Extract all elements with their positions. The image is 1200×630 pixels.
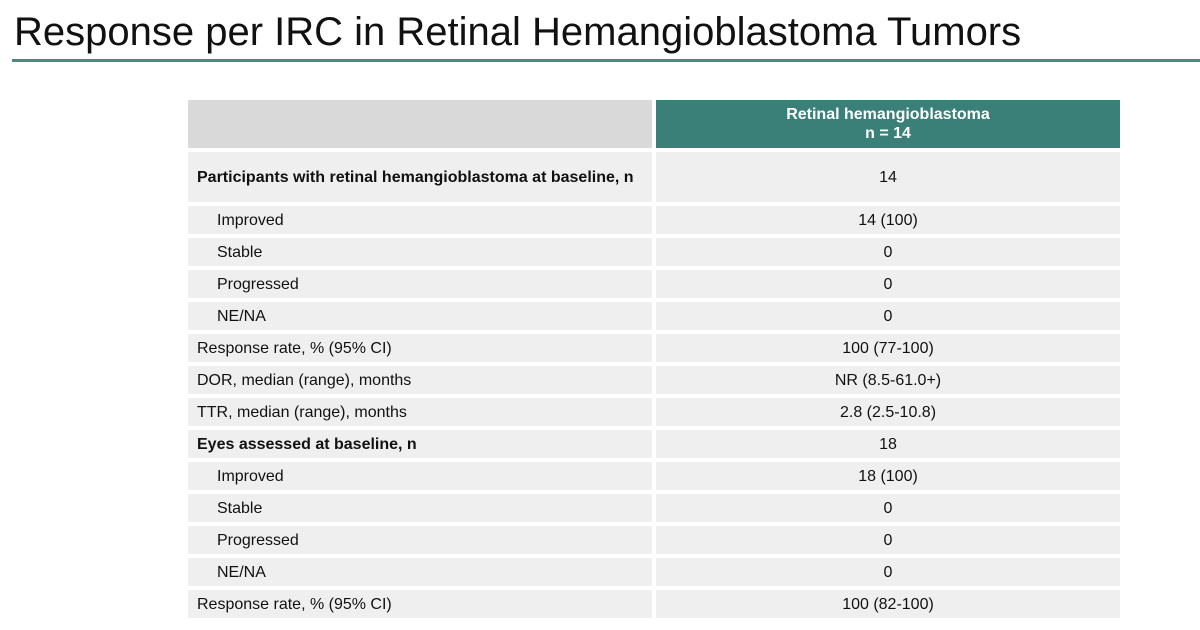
row-label: Improved — [188, 206, 652, 234]
results-table: Retinal hemangioblastoma n = 14 Participa… — [184, 96, 1124, 622]
row-value: 18 — [656, 430, 1120, 458]
row-label: Response rate, % (95% CI) — [188, 334, 652, 362]
row-label: DOR, median (range), months — [188, 366, 652, 394]
header-line: Retinal hemangioblastoma — [786, 106, 990, 123]
slide-title: Response per IRC in Retinal Hemangioblas… — [14, 10, 1022, 54]
title-rule — [12, 59, 1200, 62]
row-value: 0 — [656, 302, 1120, 330]
row-value: 14 — [656, 152, 1120, 202]
row-value: 0 — [656, 270, 1120, 298]
row: Participants with retinal hemangioblasto… — [188, 152, 1120, 202]
header-cell: Retinal hemangioblastoma n = 14 — [656, 100, 1120, 148]
row: Eyes assessed at baseline, n 18 — [188, 430, 1120, 458]
row: Stable 0 — [188, 494, 1120, 522]
row-label: Response rate, % (95% CI) — [188, 590, 652, 618]
row: Stable 0 — [188, 238, 1120, 266]
row-label: Stable — [188, 238, 652, 266]
row: Improved 18 (100) — [188, 462, 1120, 490]
row-value: NR (8.5-61.0+) — [656, 366, 1120, 394]
row: Progressed 0 — [188, 526, 1120, 554]
row-label: Eyes assessed at baseline, n — [188, 430, 652, 458]
row-value: 0 — [656, 238, 1120, 266]
row-label: NE/NA — [188, 558, 652, 586]
row-value: 0 — [656, 558, 1120, 586]
row-value: 100 (82-100) — [656, 590, 1120, 618]
header-line: n = 14 — [865, 125, 911, 142]
row-label: Progressed — [188, 270, 652, 298]
row: Response rate, % (95% CI) 100 (82-100) — [188, 590, 1120, 618]
row-label: Stable — [188, 494, 652, 522]
row-label: Participants with retinal hemangioblasto… — [188, 152, 652, 202]
row-value: 14 (100) — [656, 206, 1120, 234]
row: NE/NA 0 — [188, 558, 1120, 586]
row: DOR, median (range), months NR (8.5-61.0+… — [188, 366, 1120, 394]
row-label: TTR, median (range), months — [188, 398, 652, 426]
row-value: 18 (100) — [656, 462, 1120, 490]
row: NE/NA 0 — [188, 302, 1120, 330]
row-value: 0 — [656, 526, 1120, 554]
row-value: 100 (77-100) — [656, 334, 1120, 362]
row-label: Improved — [188, 462, 652, 490]
row: Improved 14 (100) — [188, 206, 1120, 234]
row-label: Progressed — [188, 526, 652, 554]
row-value: 0 — [656, 494, 1120, 522]
row-label: NE/NA — [188, 302, 652, 330]
header-blank — [188, 100, 652, 148]
row: TTR, median (range), months 2.8 (2.5-10.8… — [188, 398, 1120, 426]
row-value: 2.8 (2.5-10.8) — [656, 398, 1120, 426]
row: Response rate, % (95% CI) 100 (77-100) — [188, 334, 1120, 362]
row: Progressed 0 — [188, 270, 1120, 298]
header-row: Retinal hemangioblastoma n = 14 — [188, 100, 1120, 148]
